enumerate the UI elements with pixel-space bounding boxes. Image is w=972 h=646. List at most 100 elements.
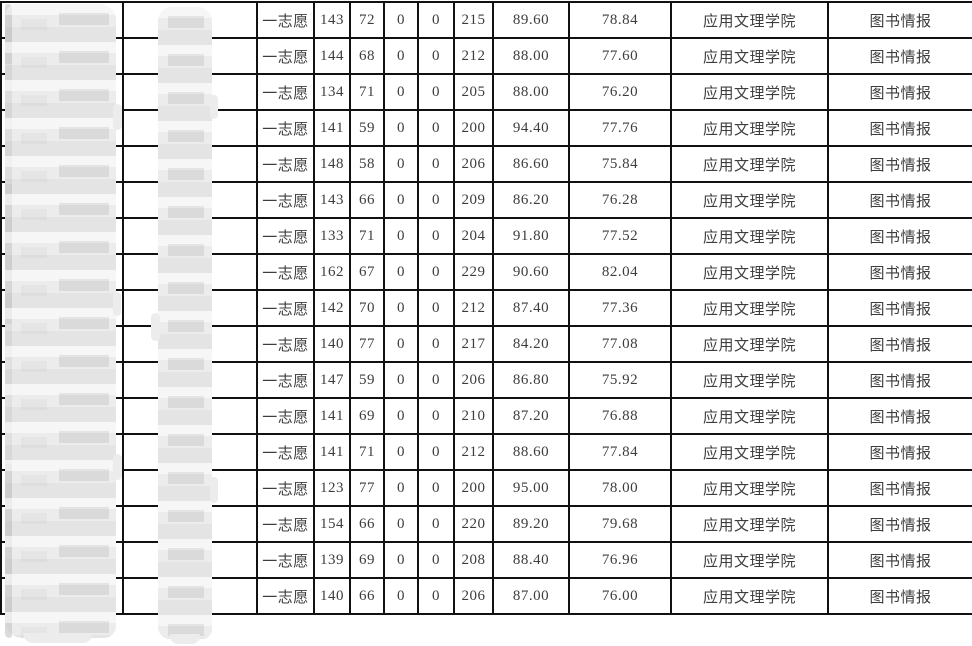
cell-major: 图书情报: [827, 145, 972, 183]
cell-college: 应用文理学院: [670, 505, 829, 543]
cell-college: 应用文理学院: [670, 145, 829, 183]
cell-num1: 139: [313, 541, 351, 579]
redaction-texture: [170, 634, 200, 644]
cell-num2: 59: [349, 109, 385, 147]
cell-num2: 71: [349, 217, 385, 255]
cell-num1: 141: [313, 397, 351, 435]
cell-num4: 0: [417, 181, 455, 219]
cell-pct1: 84.20: [492, 325, 570, 363]
cell-num5: 200: [453, 469, 494, 507]
cell-major: 图书情报: [827, 541, 972, 579]
cell-num2: 67: [349, 253, 385, 291]
cell-pct1: 87.40: [492, 289, 570, 327]
table-row: 一志愿 139 69 0 0 208 88.40 76.96 应用文理学院 图书…: [0, 541, 972, 579]
table-row: 一志愿 147 59 0 0 206 86.80 75.92 应用文理学院 图书…: [0, 361, 972, 399]
cell-college: 应用文理学院: [670, 289, 829, 327]
cell-major: 图书情报: [827, 109, 972, 147]
cell-num1: 162: [313, 253, 351, 291]
cell-num4: 0: [417, 109, 455, 147]
cell-num5: 210: [453, 397, 494, 435]
cell-pct2: 77.76: [568, 109, 672, 147]
cell-num1: 123: [313, 469, 351, 507]
table-row: 一志愿 144 68 0 0 212 88.00 77.60 应用文理学院 图书…: [0, 37, 972, 75]
cell-num4: 0: [417, 73, 455, 111]
cell-num1: 142: [313, 289, 351, 327]
cell-num2: 69: [349, 397, 385, 435]
table-row: 一志愿 162 67 0 0 229 90.60 82.04 应用文理学院 图书…: [0, 253, 972, 291]
cell-num5: 206: [453, 145, 494, 183]
redaction-texture: [113, 454, 122, 480]
cell-college: 应用文理学院: [670, 469, 829, 507]
cell-num4: 0: [417, 217, 455, 255]
cell-num2: 72: [349, 1, 385, 39]
redaction-blob-left: [5, 4, 122, 643]
cell-college: 应用文理学院: [670, 37, 829, 75]
cell-num2: 71: [349, 73, 385, 111]
cell-major: 图书情报: [827, 505, 972, 543]
cell-choice: 一志愿: [256, 505, 315, 543]
table-row: 一志愿 154 66 0 0 220 89.20 79.68 应用文理学院 图书…: [0, 505, 972, 543]
cell-choice: 一志愿: [256, 37, 315, 75]
redaction-texture: [158, 7, 212, 639]
redaction-texture: [21, 4, 47, 638]
cell-college: 应用文理学院: [670, 541, 829, 579]
cell-major: 图书情报: [827, 181, 972, 219]
cell-num5: 206: [453, 361, 494, 399]
cell-pct2: 78.00: [568, 469, 672, 507]
cell-pct1: 88.60: [492, 433, 570, 471]
table-row: 一志愿 123 77 0 0 200 95.00 78.00 应用文理学院 图书…: [0, 469, 972, 507]
cell-num5: 209: [453, 181, 494, 219]
cell-num4: 0: [417, 325, 455, 363]
cell-num1: 154: [313, 505, 351, 543]
cell-major: 图书情报: [827, 253, 972, 291]
cell-major: 图书情报: [827, 289, 972, 327]
cell-num3: 0: [383, 253, 419, 291]
table-row: 一志愿 141 59 0 0 200 94.40 77.76 应用文理学院 图书…: [0, 109, 972, 147]
cell-major: 图书情报: [827, 397, 972, 435]
cell-pct2: 77.60: [568, 37, 672, 75]
cell-num4: 0: [417, 541, 455, 579]
cell-major: 图书情报: [827, 217, 972, 255]
cell-num3: 0: [383, 469, 419, 507]
redaction-texture: [5, 4, 116, 638]
cell-num1: 141: [313, 433, 351, 471]
cell-num3: 0: [383, 361, 419, 399]
cell-major: 图书情报: [827, 325, 972, 363]
cell-choice: 一志愿: [256, 145, 315, 183]
cell-num3: 0: [383, 325, 419, 363]
cell-num4: 0: [417, 289, 455, 327]
cell-num5: 204: [453, 217, 494, 255]
redaction-texture: [151, 313, 160, 341]
cell-num2: 70: [349, 289, 385, 327]
cell-pct1: 86.20: [492, 181, 570, 219]
cell-num1: 143: [313, 181, 351, 219]
cell-college: 应用文理学院: [670, 253, 829, 291]
cell-pct2: 76.20: [568, 73, 672, 111]
cell-num3: 0: [383, 1, 419, 39]
cell-pct2: 76.88: [568, 397, 672, 435]
cell-num5: 205: [453, 73, 494, 111]
cell-choice: 一志愿: [256, 217, 315, 255]
cell-num3: 0: [383, 289, 419, 327]
cell-num5: 220: [453, 505, 494, 543]
cell-major: 图书情报: [827, 577, 972, 615]
cell-choice: 一志愿: [256, 109, 315, 147]
cell-choice: 一志愿: [256, 325, 315, 363]
cell-num3: 0: [383, 145, 419, 183]
table-row: 一志愿 143 66 0 0 209 86.20 76.28 应用文理学院 图书…: [0, 181, 972, 219]
cell-pct2: 75.92: [568, 361, 672, 399]
cell-college: 应用文理学院: [670, 109, 829, 147]
cell-num5: 200: [453, 109, 494, 147]
cell-pct2: 82.04: [568, 253, 672, 291]
cell-college: 应用文理学院: [670, 73, 829, 111]
cell-num4: 0: [417, 469, 455, 507]
cell-num3: 0: [383, 181, 419, 219]
cell-num4: 0: [417, 577, 455, 615]
cell-num4: 0: [417, 1, 455, 39]
cell-pct1: 88.00: [492, 73, 570, 111]
cell-num3: 0: [383, 433, 419, 471]
cell-pct1: 86.60: [492, 145, 570, 183]
cell-num2: 58: [349, 145, 385, 183]
cell-num3: 0: [383, 397, 419, 435]
cell-choice: 一志愿: [256, 73, 315, 111]
